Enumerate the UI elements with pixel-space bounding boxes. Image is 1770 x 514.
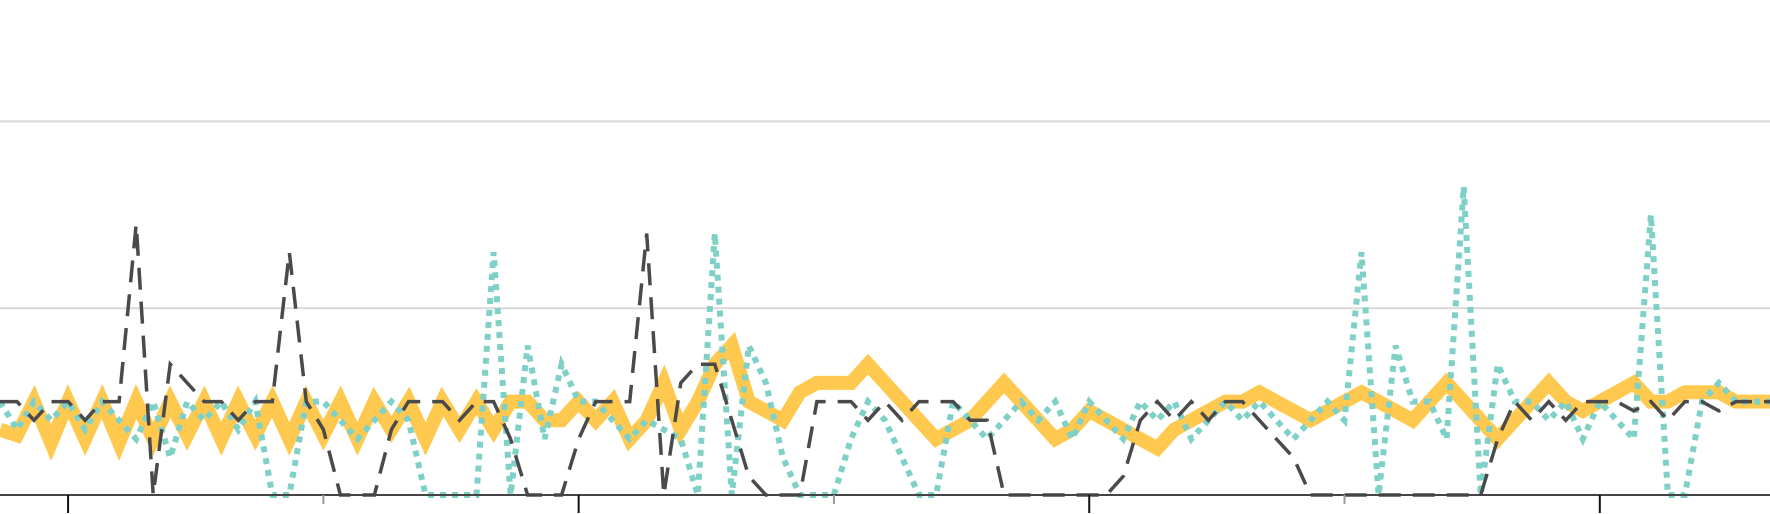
series-line-2-dotted — [0, 186, 1770, 498]
series-line-3-dashed — [0, 224, 1770, 497]
series-line-1-solid — [0, 331, 1770, 461]
x-axis — [0, 494, 1770, 513]
grid-lines — [0, 120, 1770, 310]
series-layer — [0, 186, 1770, 498]
